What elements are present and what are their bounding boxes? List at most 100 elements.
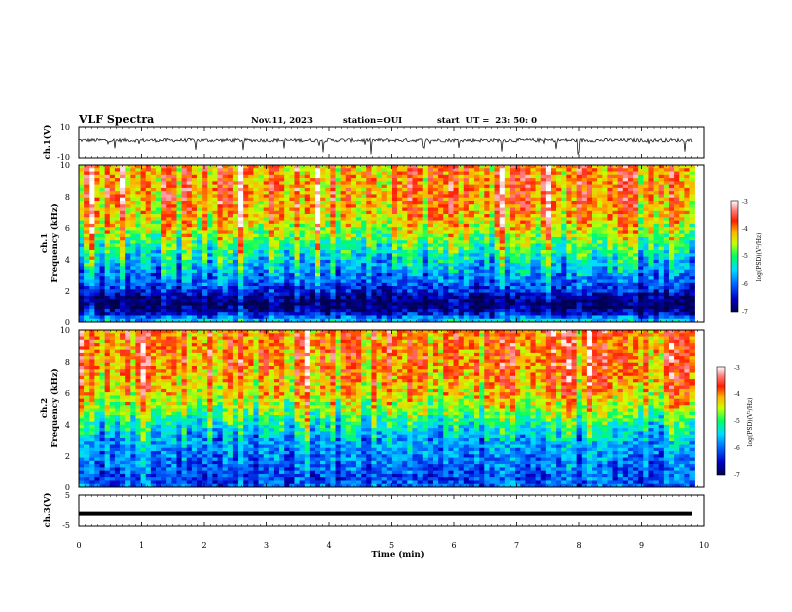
spectrogram-cell — [494, 194, 500, 199]
spectrogram-cell — [130, 253, 136, 257]
spectrogram-cell — [104, 184, 111, 189]
spectrogram-cell — [171, 240, 177, 244]
spectrogram-cell — [150, 220, 157, 225]
spectrogram-cell — [181, 299, 188, 303]
spectrogram-cell — [125, 210, 131, 215]
spectrogram-cell — [340, 200, 347, 205]
spectrogram-cell — [402, 168, 408, 172]
spectrogram-cell — [545, 292, 552, 297]
spectrogram-cell — [515, 282, 521, 287]
spectrogram-cell — [550, 289, 557, 293]
spectrogram-cell — [381, 240, 388, 244]
spectrogram-cell — [376, 286, 382, 290]
spectrogram-cell — [397, 181, 403, 185]
spectrogram-cell — [540, 286, 547, 290]
spectrogram-cell — [366, 227, 372, 231]
spectrogram-cell — [263, 263, 270, 267]
spectrogram-cell — [248, 165, 254, 169]
spectrogram-cell — [504, 178, 511, 182]
spectrogram-cell — [443, 230, 449, 234]
spectrogram-cell — [453, 286, 459, 290]
spectrogram-cell — [484, 279, 490, 284]
spectrogram-cell — [448, 181, 454, 185]
spectrogram-cell — [417, 230, 424, 234]
spectrogram-cell — [314, 214, 321, 218]
spectrogram-cell — [417, 181, 424, 185]
spectrogram-cell — [366, 263, 372, 267]
spectrogram-cell — [309, 207, 316, 212]
spectrogram-cell — [227, 299, 234, 303]
spectrogram-cell — [576, 184, 583, 189]
spectrogram-cell — [504, 200, 511, 205]
spectrogram-cell — [458, 263, 465, 267]
spectrogram-cell — [243, 168, 249, 172]
spectrogram-cell — [509, 204, 516, 208]
spectrogram-cell — [314, 286, 321, 290]
spectrogram-cell — [432, 243, 439, 248]
spectrogram-cell — [299, 200, 306, 205]
spectrogram-cell — [597, 263, 603, 267]
spectrogram-cell — [350, 256, 357, 261]
spectrogram-cell — [561, 214, 567, 218]
spectrogram-cell — [273, 295, 280, 300]
spectrogram-cell — [350, 204, 357, 208]
spectrogram-cell — [366, 292, 372, 297]
spectrogram-cell — [592, 220, 598, 225]
spectrogram-cell — [586, 282, 593, 287]
spectrogram-cell — [689, 286, 695, 290]
spectrogram-cell — [314, 187, 321, 192]
spectrogram-cell — [463, 276, 470, 280]
spectrogram-cell — [658, 227, 665, 231]
spectrogram-cell — [376, 266, 382, 270]
spectrogram-cell — [268, 233, 275, 238]
spectrogram-cell — [407, 263, 413, 267]
spectrogram-cell — [361, 204, 367, 208]
spectrogram-cell — [135, 256, 141, 261]
spectrogram-cell — [258, 210, 264, 215]
spectrogram-cell — [212, 282, 218, 287]
spectrogram-cell — [150, 227, 157, 231]
spectrogram-cell — [125, 266, 131, 270]
spectrogram-cell — [94, 295, 100, 300]
spectrogram-cell — [592, 269, 598, 274]
spectrogram-cell — [217, 256, 223, 261]
spectrogram-cell — [391, 295, 398, 300]
spectrogram-cell — [356, 197, 362, 202]
spectrogram-cell — [238, 184, 244, 189]
spectrogram-cell — [289, 174, 295, 179]
spectrogram-cell — [638, 263, 644, 267]
spectrogram-cell — [356, 253, 362, 257]
spectrogram-cell — [289, 259, 295, 264]
spectrogram-cell — [366, 243, 372, 248]
spectrogram-cell — [350, 295, 357, 300]
spectrogram-cell — [289, 286, 295, 290]
spectrogram-cell — [227, 217, 234, 221]
spectrogram-cell — [258, 272, 264, 277]
spectrogram-cell — [443, 220, 449, 225]
spectrogram-cell — [422, 259, 429, 264]
spectrogram-cell — [238, 191, 244, 195]
spectrogram-cell — [314, 168, 321, 172]
spectrogram-cell — [273, 256, 280, 261]
spectrogram-cell — [155, 233, 162, 238]
spectrogram-cell — [550, 184, 557, 189]
spectrogram-cell — [417, 250, 424, 254]
spectrogram-cell — [550, 240, 557, 244]
spectrogram-cell — [294, 197, 300, 202]
spectrogram-cell — [263, 210, 270, 215]
spectrogram-cell — [94, 236, 100, 241]
spectrogram-cell — [140, 253, 146, 257]
spectrogram-cell — [217, 171, 223, 176]
spectrogram-cell — [155, 292, 162, 297]
spectrogram-cell — [135, 276, 141, 280]
spectrogram-cell — [130, 191, 136, 195]
spectrogram-cell — [253, 263, 259, 267]
spectrogram-cell — [556, 227, 562, 231]
spectrogram-cell — [607, 286, 613, 290]
spectrogram-cell — [479, 217, 485, 221]
spectrogram-cell — [125, 292, 131, 297]
spectrogram-cell — [520, 272, 526, 277]
spectrogram-cell — [592, 292, 598, 297]
spectrogram-cell — [155, 181, 162, 185]
spectrogram-cell — [289, 227, 295, 231]
